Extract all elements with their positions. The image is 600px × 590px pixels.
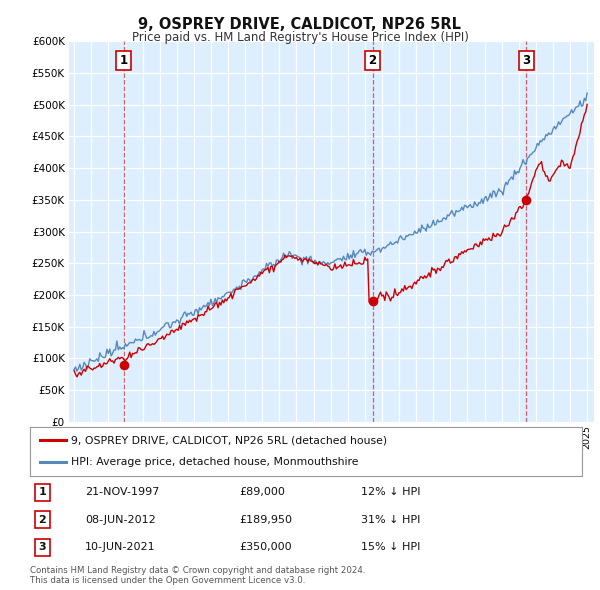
Text: 1: 1: [38, 487, 46, 497]
Text: 15% ↓ HPI: 15% ↓ HPI: [361, 542, 421, 552]
Text: £350,000: £350,000: [240, 542, 292, 552]
Text: £89,000: £89,000: [240, 487, 286, 497]
Text: 3: 3: [38, 542, 46, 552]
Text: 2: 2: [368, 54, 377, 67]
Text: 9, OSPREY DRIVE, CALDICOT, NP26 5RL: 9, OSPREY DRIVE, CALDICOT, NP26 5RL: [139, 17, 461, 31]
Text: Price paid vs. HM Land Registry's House Price Index (HPI): Price paid vs. HM Land Registry's House …: [131, 31, 469, 44]
Text: 21-NOV-1997: 21-NOV-1997: [85, 487, 160, 497]
Text: 9, OSPREY DRIVE, CALDICOT, NP26 5RL (detached house): 9, OSPREY DRIVE, CALDICOT, NP26 5RL (det…: [71, 435, 388, 445]
Text: 12% ↓ HPI: 12% ↓ HPI: [361, 487, 421, 497]
Text: 2: 2: [38, 515, 46, 525]
Text: 10-JUN-2021: 10-JUN-2021: [85, 542, 156, 552]
Text: £189,950: £189,950: [240, 515, 293, 525]
Text: HPI: Average price, detached house, Monmouthshire: HPI: Average price, detached house, Monm…: [71, 457, 359, 467]
Text: 08-JUN-2012: 08-JUN-2012: [85, 515, 156, 525]
Text: 1: 1: [119, 54, 128, 67]
Text: 31% ↓ HPI: 31% ↓ HPI: [361, 515, 421, 525]
Text: Contains HM Land Registry data © Crown copyright and database right 2024.
This d: Contains HM Land Registry data © Crown c…: [30, 566, 365, 585]
Text: 3: 3: [523, 54, 530, 67]
